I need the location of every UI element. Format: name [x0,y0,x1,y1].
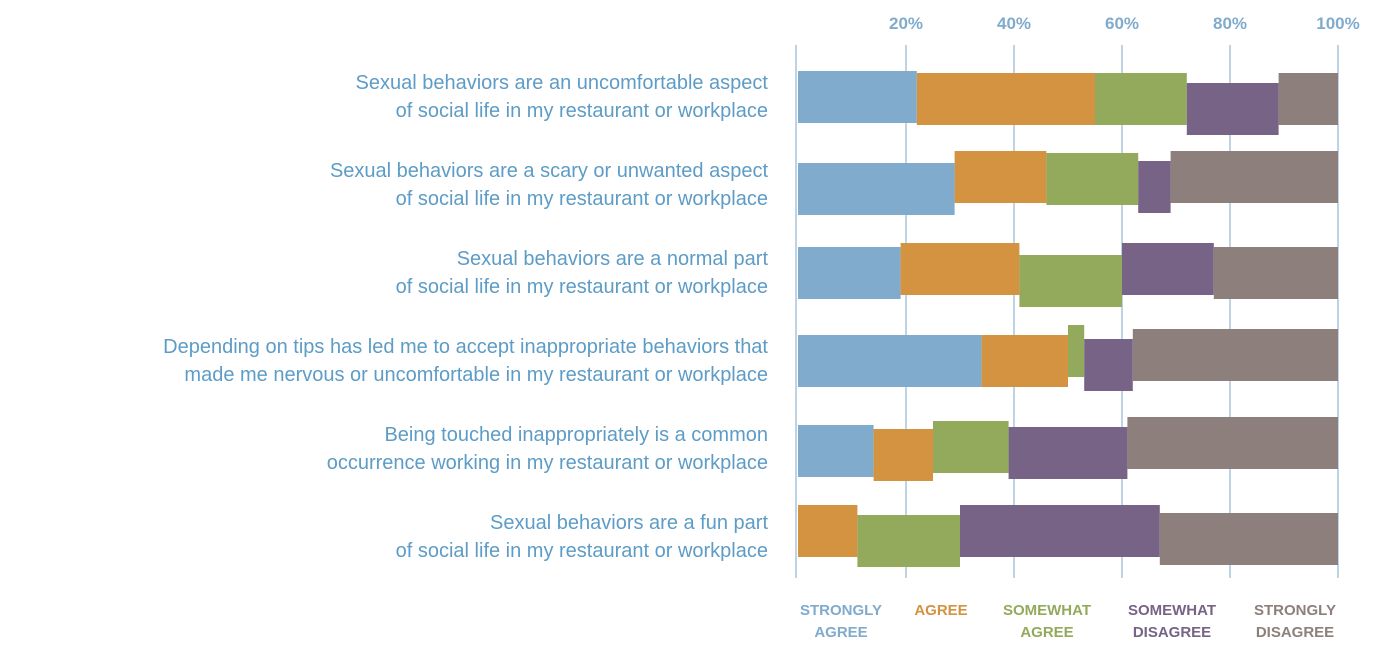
bar-segment [857,515,960,567]
category-label: Sexual behaviors are a normal part of so… [395,248,768,298]
bar-segment [1132,329,1338,381]
bar-segment [954,151,1047,203]
bar-segment [1186,83,1279,135]
bar-segment [1278,73,1338,125]
bar-segment [873,429,933,481]
legend-label: STRONGLY DISAGREE [1254,602,1336,641]
bar-segment [1170,151,1338,203]
bar-segment [1159,513,1338,565]
bar-segment [798,425,874,477]
x-tick-label: 100% [1316,14,1360,33]
bar-segment [1122,243,1214,295]
legend-label: SOMEWHAT AGREE [1002,602,1092,641]
bar-segment [798,71,917,123]
bar-segment [1213,247,1338,299]
bar-segment [798,335,982,387]
x-tick-label: 80% [1212,14,1248,33]
category-label: Depending on tips has led me to accept i… [163,336,768,386]
bar-segment [798,247,901,299]
category-label: Sexual behaviors are a scary or unwanted… [329,160,768,210]
bar-segment [981,335,1068,387]
bar-segment [798,163,955,215]
bar-segment [1068,325,1085,377]
bar-segment [1127,417,1338,469]
bar-segment [1138,161,1171,213]
category-label: Being touched inappropriately is a commo… [326,424,768,474]
bar-segment [960,505,1160,557]
x-tick-label: 40% [996,14,1032,33]
bar-segment [1095,73,1187,125]
bar-segment [933,421,1009,473]
bar-segment [916,73,1095,125]
legend-label: SOMEWHAT DISAGREE [1127,602,1217,641]
bar-segment [1019,255,1122,307]
category-label: Sexual behaviors are a fun part of socia… [395,512,768,562]
x-tick-label: 20% [888,14,924,33]
bar-segment [1046,153,1139,205]
bar-segment [798,505,858,557]
bar-segment [1008,427,1128,479]
category-label: Sexual behaviors are an uncomfortable as… [355,72,768,122]
legend-label: AGREE [914,602,968,619]
bar-segment [900,243,1020,295]
legend-label: STRONGLY AGREE [800,602,882,641]
bar-segment [1084,339,1133,391]
x-tick-label: 60% [1104,14,1140,33]
